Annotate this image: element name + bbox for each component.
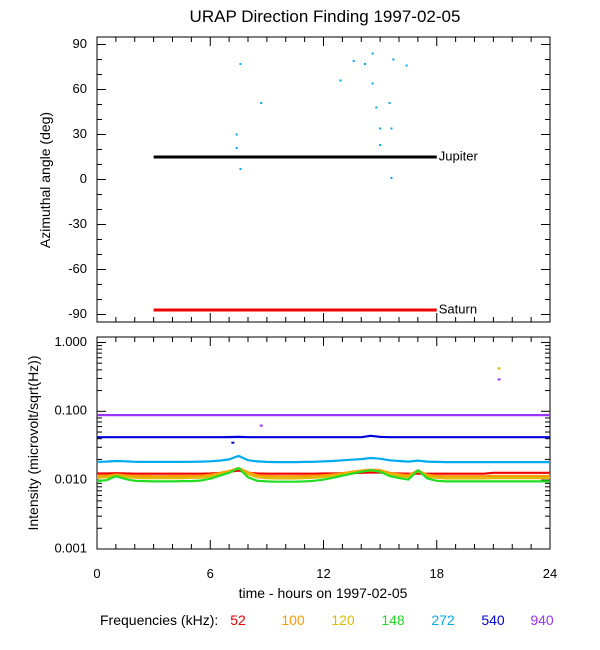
- direction-point: [371, 52, 374, 55]
- intensity-series-line-148: [96, 466, 550, 483]
- legend-item-540: 540: [481, 612, 505, 628]
- direction-panel-ticks: [96, 37, 551, 322]
- jupiter-reference: Jupiter: [153, 148, 479, 163]
- direction-panel: 90 60 30 0 -30 -60 -90 Azimuthal angle (deg) J…: [37, 36, 551, 323]
- intensity-xlabel: time - hours on 1997-02-05: [239, 585, 408, 601]
- direction-ytick-label: -90: [68, 306, 87, 321]
- frequency-legend: Frequencies (kHz): 52 100 120 148 272 540 940: [100, 612, 554, 628]
- intensity-xtick-label: 18: [430, 566, 444, 581]
- intensity-extra-points: [231, 367, 501, 444]
- legend-items: 52 100 120 148 272 540 940: [230, 612, 554, 628]
- direction-ytick-label: -60: [68, 261, 87, 276]
- direction-ylabel: Azimuthal angle (deg): [37, 112, 53, 248]
- legend-item-52: 52: [230, 612, 246, 628]
- saturn-label: Saturn: [439, 301, 477, 316]
- intensity-panel-frame: [96, 336, 551, 550]
- legend-title: Frequencies (kHz):: [100, 612, 218, 628]
- direction-ytick-label: 0: [80, 171, 87, 186]
- legend-item-120: 120: [331, 612, 355, 628]
- intensity-extra-point: [259, 424, 263, 427]
- direction-point: [375, 106, 378, 109]
- intensity-series-line-100: [96, 466, 550, 478]
- intensity-ytick-label: 0.010: [54, 472, 87, 487]
- intensity-series-line-272: [96, 454, 550, 464]
- intensity-panel-xtick-labels: 0 6 12 18 24: [93, 566, 557, 581]
- chart-title: URAP Direction Finding 1997-02-05: [190, 7, 461, 26]
- intensity-ytick-label: 1.000: [54, 334, 87, 349]
- direction-ytick-label: 90: [73, 36, 87, 51]
- intensity-series-line-52: [97, 469, 550, 475]
- direction-point: [390, 127, 393, 130]
- intensity-xtick-label: 6: [207, 566, 214, 581]
- intensity-panel-ytick-labels: 1.000 0.100 0.010 0.001: [54, 334, 87, 556]
- intensity-series-line-540: [97, 434, 550, 439]
- direction-point: [371, 82, 374, 85]
- intensity-extra-point: [497, 378, 501, 381]
- direction-point: [239, 63, 242, 65]
- direction-points: [235, 52, 408, 179]
- intensity-ylabel: Intensity (microvolt/sqrt(Hz)): [25, 355, 41, 530]
- direction-ytick-label: -30: [68, 216, 87, 231]
- direction-point: [235, 133, 238, 136]
- intensity-extra-point: [497, 367, 501, 370]
- direction-point: [239, 168, 242, 170]
- direction-panel-frame: [96, 36, 551, 323]
- jupiter-label: Jupiter: [439, 148, 479, 163]
- direction-panel-ytick-labels: 90 60 30 0 -30 -60 -90: [68, 36, 87, 321]
- intensity-xtick-label: 24: [543, 566, 557, 581]
- intensity-ytick-label: 0.001: [54, 540, 87, 555]
- legend-item-940: 940: [530, 612, 554, 628]
- legend-item-148: 148: [381, 612, 405, 628]
- intensity-xtick-label: 0: [93, 566, 100, 581]
- direction-point: [379, 144, 382, 146]
- direction-ytick-label: 60: [73, 81, 87, 96]
- direction-ytick-label: 30: [73, 126, 87, 141]
- intensity-series: [96, 414, 550, 483]
- intensity-xtick-label: 12: [316, 566, 330, 581]
- direction-point: [405, 64, 408, 67]
- intensity-extra-point: [231, 441, 235, 444]
- direction-point: [260, 102, 263, 104]
- direction-point: [388, 102, 391, 104]
- direction-point: [392, 58, 395, 61]
- legend-item-272: 272: [431, 612, 455, 628]
- direction-point: [235, 147, 238, 149]
- direction-point: [379, 127, 382, 130]
- saturn-reference: Saturn: [153, 301, 477, 316]
- intensity-ytick-label: 0.100: [54, 403, 87, 418]
- intensity-series-line-120: [96, 467, 550, 480]
- direction-point: [339, 79, 342, 82]
- legend-item-100: 100: [281, 612, 305, 628]
- direction-point: [364, 63, 367, 65]
- direction-point: [352, 60, 355, 62]
- intensity-panel: 1.000 0.100 0.010 0.001 0 6 12 18 24 Intensity …: [25, 334, 557, 601]
- intensity-panel-ticks: [96, 337, 551, 550]
- direction-point: [390, 177, 393, 179]
